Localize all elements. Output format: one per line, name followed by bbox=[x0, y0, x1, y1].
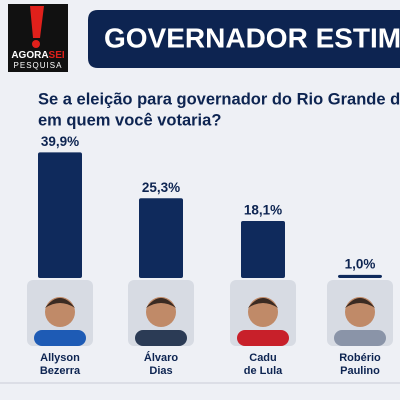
logo-tagline: PESQUISA bbox=[14, 61, 63, 70]
category-label: Allyson bbox=[40, 352, 80, 364]
bar bbox=[139, 198, 183, 278]
category-label: Bezerra bbox=[40, 365, 81, 377]
photo-face bbox=[345, 297, 375, 327]
subtitle-line: em quem você votaria? bbox=[38, 111, 221, 129]
category-label: Álvaro bbox=[144, 351, 179, 364]
photo-face bbox=[146, 297, 176, 327]
photo-shirt bbox=[135, 330, 187, 346]
value-label: 25,3% bbox=[142, 180, 180, 195]
category-label: Cadu bbox=[249, 352, 277, 364]
logo-exclaim bbox=[30, 6, 44, 38]
logo-dot bbox=[32, 40, 40, 48]
bar bbox=[241, 220, 285, 278]
logo: AGORASEI PESQUISA bbox=[8, 4, 68, 72]
value-label: 39,9% bbox=[41, 134, 79, 149]
logo-brand-a: AGORA bbox=[11, 50, 48, 61]
logo-brand: AGORASEI bbox=[11, 50, 65, 61]
photo-hair bbox=[45, 298, 75, 308]
photo-shirt bbox=[334, 330, 386, 346]
photo-shirt bbox=[34, 330, 86, 346]
bar bbox=[338, 274, 382, 278]
logo-brand-b: SEI bbox=[49, 50, 65, 61]
category-label: Dias bbox=[149, 365, 172, 377]
subtitle-line: Se a eleição para governador do Rio Gran… bbox=[38, 90, 400, 108]
category-label: de Lula bbox=[244, 365, 283, 377]
value-label: 1,0% bbox=[345, 256, 376, 271]
category-label: Paulino bbox=[340, 365, 380, 377]
bar bbox=[38, 152, 82, 278]
photo-hair bbox=[146, 298, 176, 308]
photo-face bbox=[45, 297, 75, 327]
photo-face bbox=[248, 297, 278, 327]
photo-hair bbox=[345, 298, 375, 308]
title-banner bbox=[88, 10, 400, 68]
category-label: Robério bbox=[339, 352, 381, 364]
chart-title: GOVERNADOR ESTIM bbox=[104, 22, 400, 53]
photo-hair bbox=[248, 298, 278, 308]
value-label: 18,1% bbox=[244, 203, 282, 218]
photo-shirt bbox=[237, 330, 289, 346]
